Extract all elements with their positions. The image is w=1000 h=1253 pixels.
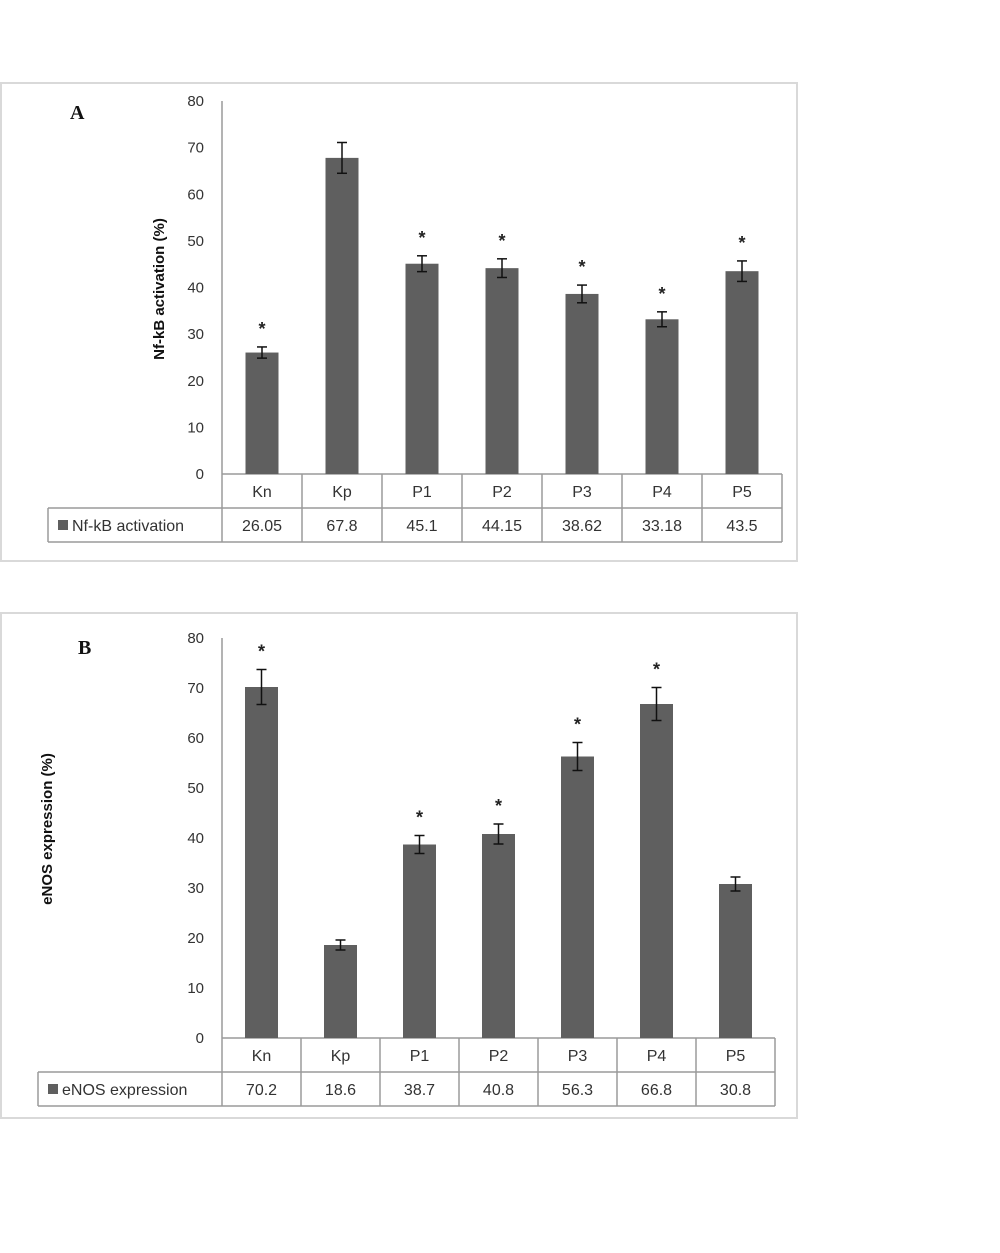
significance-marker: *	[495, 796, 502, 816]
y-tick-label: 70	[187, 680, 204, 697]
table-value-label: 18.6	[325, 1082, 356, 1099]
bar	[245, 352, 279, 474]
bar	[482, 834, 515, 1038]
legend-series-name: eNOS expression	[62, 1082, 187, 1099]
significance-marker: *	[738, 233, 745, 253]
x-category-label: P1	[412, 484, 432, 501]
table-value-label: 33.18	[642, 518, 682, 535]
bar	[325, 157, 359, 474]
y-tick-label: 30	[187, 326, 204, 343]
x-category-label: P3	[572, 484, 592, 501]
significance-marker: *	[658, 284, 665, 304]
y-tick-label: 80	[187, 93, 204, 110]
panel-letter: B	[78, 637, 91, 659]
x-category-label: Kp	[332, 484, 352, 501]
table-value-label: 26.05	[242, 518, 282, 535]
x-category-label: P2	[489, 1048, 509, 1065]
x-category-label: Kp	[331, 1048, 351, 1065]
legend-swatch	[48, 1084, 58, 1094]
significance-marker: *	[574, 715, 581, 735]
table-value-label: 38.7	[404, 1082, 435, 1099]
bar	[245, 687, 278, 1038]
y-tick-label: 40	[187, 830, 204, 847]
x-category-label: P2	[492, 484, 512, 501]
y-tick-label: 30	[187, 880, 204, 897]
table-value-label: 43.5	[726, 518, 757, 535]
chart-panel-a: A Nf-kB activation (%) 0 10 20 30 40 50 60 70 80 Nf…	[0, 82, 798, 562]
x-category-label: P3	[568, 1048, 588, 1065]
bar	[719, 884, 752, 1038]
y-tick-label: 40	[187, 280, 204, 297]
table-value-label: 66.8	[641, 1082, 672, 1099]
legend-series-name: Nf-kB activation	[72, 518, 184, 535]
significance-marker: *	[258, 642, 265, 662]
bar	[405, 263, 439, 474]
table-value-label: 40.8	[483, 1082, 514, 1099]
y-tick-label: 0	[196, 1030, 204, 1047]
significance-marker: *	[653, 660, 660, 680]
panel-letter: A	[70, 102, 85, 124]
y-axis-title: eNOS expression (%)	[39, 753, 56, 905]
x-category-label: Kn	[252, 1048, 272, 1065]
significance-marker: *	[498, 231, 505, 251]
bar	[725, 271, 759, 474]
y-tick-label: 0	[196, 466, 204, 483]
chart-svg-a: A Nf-kB activation (%) 0 10 20 30 40 50 60 70 80 Nf…	[47, 93, 783, 543]
bar	[565, 293, 599, 474]
y-tick-label: 50	[187, 233, 204, 250]
x-category-label: P5	[726, 1048, 746, 1065]
y-axis-title: Nf-kB activation (%)	[151, 218, 168, 360]
table-value-label: 70.2	[246, 1082, 277, 1099]
y-tick-label: 60	[187, 186, 204, 203]
table-value-label: 44.15	[482, 518, 522, 535]
bar	[640, 704, 673, 1038]
x-category-label: P5	[732, 484, 752, 501]
significance-marker: *	[418, 228, 425, 248]
x-category-label: Kn	[252, 484, 272, 501]
y-tick-label: 70	[187, 140, 204, 157]
bar	[485, 268, 519, 474]
x-category-label: P4	[647, 1048, 667, 1065]
table-value-label: 45.1	[406, 518, 437, 535]
y-tick-label: 50	[187, 780, 204, 797]
significance-marker: *	[416, 808, 423, 828]
bar	[645, 319, 679, 474]
table-value-label: 56.3	[562, 1082, 593, 1099]
table-value-label: 30.8	[720, 1082, 751, 1099]
y-tick-label: 10	[187, 980, 204, 997]
table-value-label: 38.62	[562, 518, 602, 535]
x-category-label: P1	[410, 1048, 430, 1065]
significance-marker: *	[578, 257, 585, 277]
legend-swatch	[58, 520, 68, 530]
bar	[324, 945, 357, 1038]
bar	[561, 756, 594, 1038]
y-tick-label: 80	[187, 630, 204, 647]
y-tick-label: 20	[187, 373, 204, 390]
y-tick-label: 20	[187, 930, 204, 947]
y-tick-label: 10	[187, 419, 204, 436]
bar	[403, 844, 436, 1038]
table-value-label: 67.8	[326, 518, 357, 535]
significance-marker: *	[258, 319, 265, 339]
x-category-label: P4	[652, 484, 672, 501]
y-tick-label: 60	[187, 730, 204, 747]
